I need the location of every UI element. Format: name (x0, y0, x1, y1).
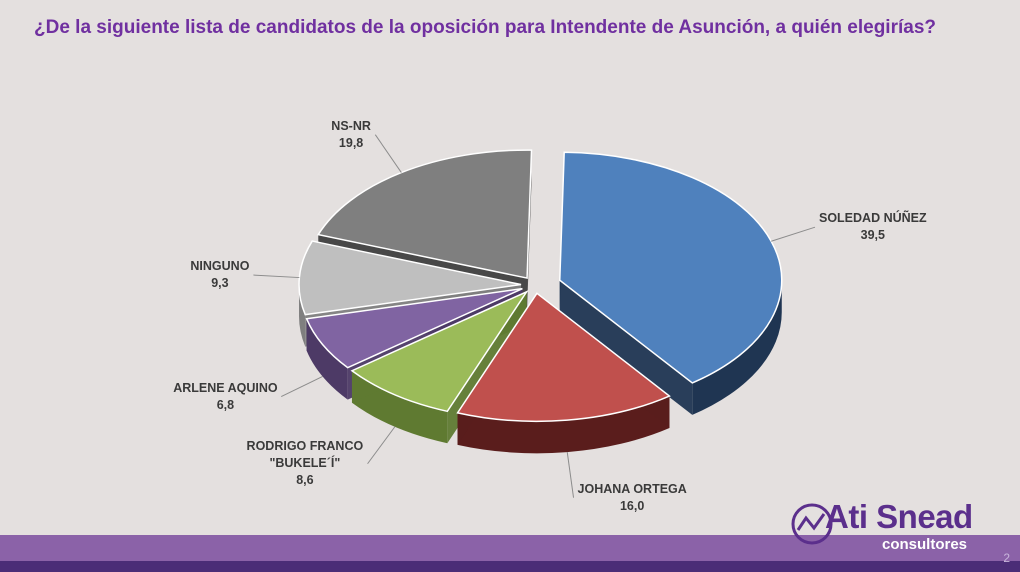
leader-line-1 (566, 452, 575, 498)
pie-slice-3 (305, 287, 523, 369)
leader-line-0 (771, 226, 816, 242)
slice-cut-0-1 (559, 280, 693, 415)
logo-subtitle: consultores (882, 536, 968, 553)
slice-label-name: NS-NR (331, 118, 371, 133)
footer-band (0, 535, 1020, 561)
slice-label-4: NINGUNO 9,3 (190, 258, 249, 292)
slice-label-name: SOLEDAD NÚÑEZ (818, 211, 927, 226)
slice-label-0: SOLEDAD NÚÑEZ 39,5 (819, 210, 927, 244)
pie-slice-4 (298, 240, 522, 316)
slice-label-name: "BUKELE´Í" (269, 456, 341, 471)
leader-line-4 (253, 274, 300, 279)
leader-line-2 (367, 426, 396, 465)
slice-label-value: 9,3 (211, 276, 229, 291)
slice-label-name: NINGUNO (190, 259, 250, 274)
pie-slice-2 (350, 290, 529, 413)
slice-label-value: 6,8 (216, 397, 235, 412)
page-number: 2 (1003, 551, 1010, 565)
pie-slice-5 (317, 149, 533, 279)
slice-side-1 (457, 396, 670, 454)
logo-chart-icon (791, 503, 833, 545)
slice-label-value: 19,8 (338, 135, 364, 150)
slice-label-value: 16,0 (619, 498, 645, 513)
leader-line-5 (374, 134, 402, 173)
slice-label-5: NS-NR 19,8 (331, 118, 371, 152)
pie-slice-0 (558, 151, 783, 384)
footer-band-dark (0, 561, 1020, 572)
logo: Ati Snead consultores (790, 498, 990, 558)
slice-label-value: 8,6 (296, 473, 314, 488)
slice-label-1: JOHANA ORTEGA 16,0 (578, 481, 687, 515)
slice-label-name: JOHANA ORTEGA (577, 481, 687, 496)
slice-side-0 (692, 280, 782, 415)
slice-label-name: RODRIGO FRANCO (246, 439, 364, 454)
page-title: ¿De la siguiente lista de candidatos de … (34, 17, 936, 38)
slice-label-name: ARLENE AQUINO (173, 380, 278, 395)
slice-label-value: 39,5 (860, 228, 885, 243)
slice-label-2: RODRIGO FRANCO "BUKELE´Í" 8,6 (247, 438, 364, 489)
leader-line-3 (281, 376, 323, 397)
slice-label-3: ARLENE AQUINO 6,8 (173, 380, 277, 414)
logo-name: Ati Snead (825, 498, 973, 535)
pie-slice-1 (456, 292, 671, 423)
